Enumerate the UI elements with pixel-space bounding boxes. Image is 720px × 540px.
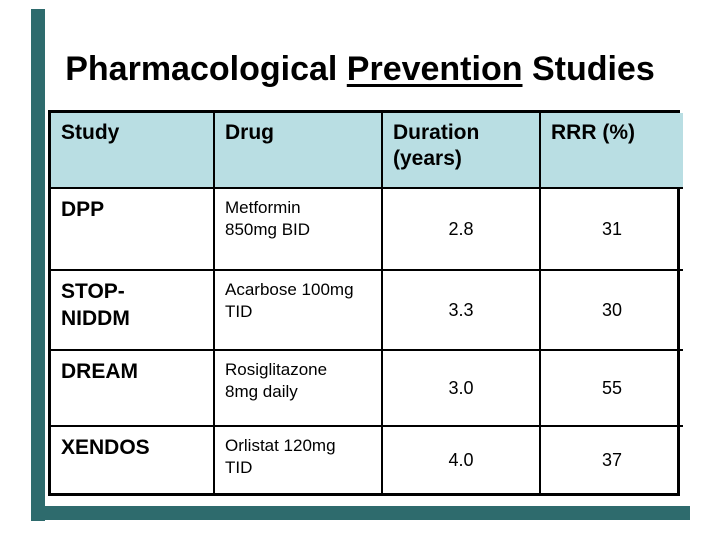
left-accent-bar — [31, 9, 45, 521]
cell-drug-row2: Acarbose 100mg TID — [215, 271, 383, 351]
cell-duration-row4: 4.0 — [383, 427, 541, 493]
column-header-study: Study — [51, 113, 215, 189]
title-underlined-word: Prevention — [346, 50, 523, 88]
cell-study-row4: XENDOS — [51, 427, 215, 493]
cell-study-row1: DPP — [51, 189, 215, 271]
prevention-studies-table: Study Drug Duration (years) RRR (%) DPP … — [48, 110, 683, 496]
cell-duration-row3: 3.0 — [383, 351, 541, 427]
cell-rrr-row4: 37 — [601, 449, 623, 470]
column-header-duration: Duration (years) — [383, 113, 541, 189]
cell-rrr-row2: 30 — [541, 271, 683, 351]
title-prefix: Pharmacological — [65, 50, 347, 88]
cell-drug-row3: Rosiglitazone 8mg daily — [215, 351, 383, 427]
cell-study-row2: STOP- NIDDM — [51, 271, 215, 351]
cell-duration-row1: 2.8 — [383, 189, 541, 271]
column-header-drug: Drug — [215, 113, 383, 189]
cell-drug-row1: Metformin 850mg BID — [215, 189, 383, 271]
column-header-rrr: RRR (%) — [541, 113, 683, 189]
bottom-accent-bar — [31, 506, 690, 520]
cell-duration-row2: 3.3 — [383, 271, 541, 351]
cell-drug-row4: Orlistat 120mg TID — [215, 427, 383, 493]
cell-rrr-row1: 31 — [541, 189, 683, 271]
cell-study-row3: DREAM — [51, 351, 215, 427]
page-title: Pharmacological Prevention Studies — [0, 50, 720, 89]
cell-rrr-row3: 55 — [541, 351, 683, 427]
title-suffix: Studies — [522, 50, 655, 88]
